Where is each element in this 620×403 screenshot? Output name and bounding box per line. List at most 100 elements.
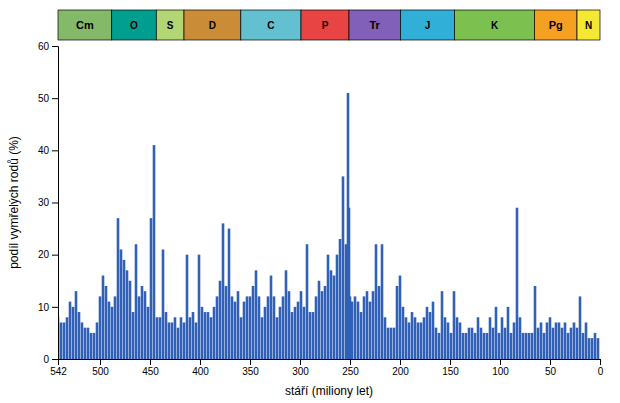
x-tick-label: 542 <box>50 366 67 377</box>
bar <box>219 281 222 359</box>
x-tick-mark <box>300 359 301 365</box>
bar <box>129 281 132 359</box>
x-tick-label: 200 <box>392 366 409 377</box>
period-label: K <box>491 20 499 31</box>
bar <box>381 244 384 359</box>
bar <box>258 296 261 359</box>
bar <box>243 302 246 359</box>
bar <box>576 328 579 359</box>
bar <box>111 307 114 359</box>
x-tick-mark <box>100 359 101 365</box>
y-tick-label: 30 <box>38 197 50 208</box>
bar <box>477 317 480 359</box>
bar <box>402 307 405 359</box>
bar <box>432 302 435 359</box>
bar <box>438 333 441 359</box>
period-label: N <box>585 20 592 31</box>
x-tick: 400 <box>192 359 209 377</box>
bar <box>177 328 180 359</box>
bar <box>510 333 513 359</box>
bar <box>408 322 411 359</box>
bar <box>249 296 252 359</box>
period-label: P <box>322 20 329 31</box>
bar <box>132 312 135 359</box>
bar <box>552 328 555 359</box>
bar <box>189 317 192 359</box>
y-tick-mark <box>52 150 58 151</box>
bar <box>141 286 144 359</box>
x-tick: 542 <box>50 359 67 377</box>
bar <box>312 312 315 359</box>
x-tick-label: 150 <box>442 366 459 377</box>
bar <box>585 322 588 359</box>
bar <box>273 296 276 359</box>
y-tick: 0 <box>43 354 58 365</box>
bar <box>357 302 360 359</box>
bar <box>78 312 81 359</box>
chart-svg: 5425004504003503002502001501005000102030… <box>0 0 620 403</box>
bars <box>58 93 599 359</box>
x-tick-mark <box>250 359 251 365</box>
y-tick: 20 <box>38 249 58 260</box>
y-tick: 10 <box>38 302 58 313</box>
bar <box>414 317 417 359</box>
y-tick-label: 0 <box>43 354 49 365</box>
bar <box>204 312 207 359</box>
y-axis: 0102030405060 <box>38 41 59 365</box>
bar <box>468 328 471 359</box>
bar <box>483 333 486 359</box>
bar <box>87 328 90 359</box>
x-tick-mark <box>400 359 401 365</box>
bar <box>315 296 318 359</box>
bar <box>342 176 345 359</box>
bar <box>192 312 195 359</box>
bar <box>225 286 228 359</box>
bar <box>492 328 495 359</box>
bar <box>588 338 591 359</box>
bar <box>66 317 69 359</box>
bar <box>75 291 78 359</box>
bar <box>498 333 501 359</box>
x-tick-label: 300 <box>292 366 309 377</box>
bar <box>171 322 174 359</box>
bar <box>120 249 123 359</box>
period-band: CmOSDCPTrJKPgN <box>58 10 600 40</box>
bar <box>327 255 330 359</box>
bar <box>366 291 369 359</box>
y-tick-mark <box>52 203 58 204</box>
bar <box>525 333 528 359</box>
bar <box>69 302 72 359</box>
x-tick-mark <box>600 359 601 365</box>
bar <box>501 317 504 359</box>
bar <box>531 333 534 359</box>
bar <box>378 286 381 359</box>
bar <box>255 270 258 359</box>
bar <box>597 338 600 359</box>
bar <box>417 322 420 359</box>
bar <box>99 296 102 359</box>
bar <box>561 328 564 359</box>
bar <box>471 328 474 359</box>
bar <box>360 312 363 359</box>
bar <box>369 302 372 359</box>
axis-line <box>59 360 601 366</box>
bar <box>513 322 516 359</box>
bar <box>114 296 117 359</box>
x-tick-label: 50 <box>545 366 557 377</box>
bar <box>399 276 402 359</box>
bar <box>489 317 492 359</box>
bar <box>213 307 216 359</box>
bar <box>390 328 393 359</box>
y-tick: 40 <box>38 145 58 156</box>
bar <box>84 328 87 359</box>
bar <box>168 322 171 359</box>
period-label: C <box>267 20 274 31</box>
bar <box>333 276 336 359</box>
bar <box>318 281 321 359</box>
bar <box>393 328 396 359</box>
x-tick: 300 <box>292 359 309 377</box>
bar <box>60 322 63 359</box>
bar <box>285 270 288 359</box>
chart-container: 5425004504003503002502001501005000102030… <box>0 0 620 403</box>
bar <box>108 302 111 359</box>
